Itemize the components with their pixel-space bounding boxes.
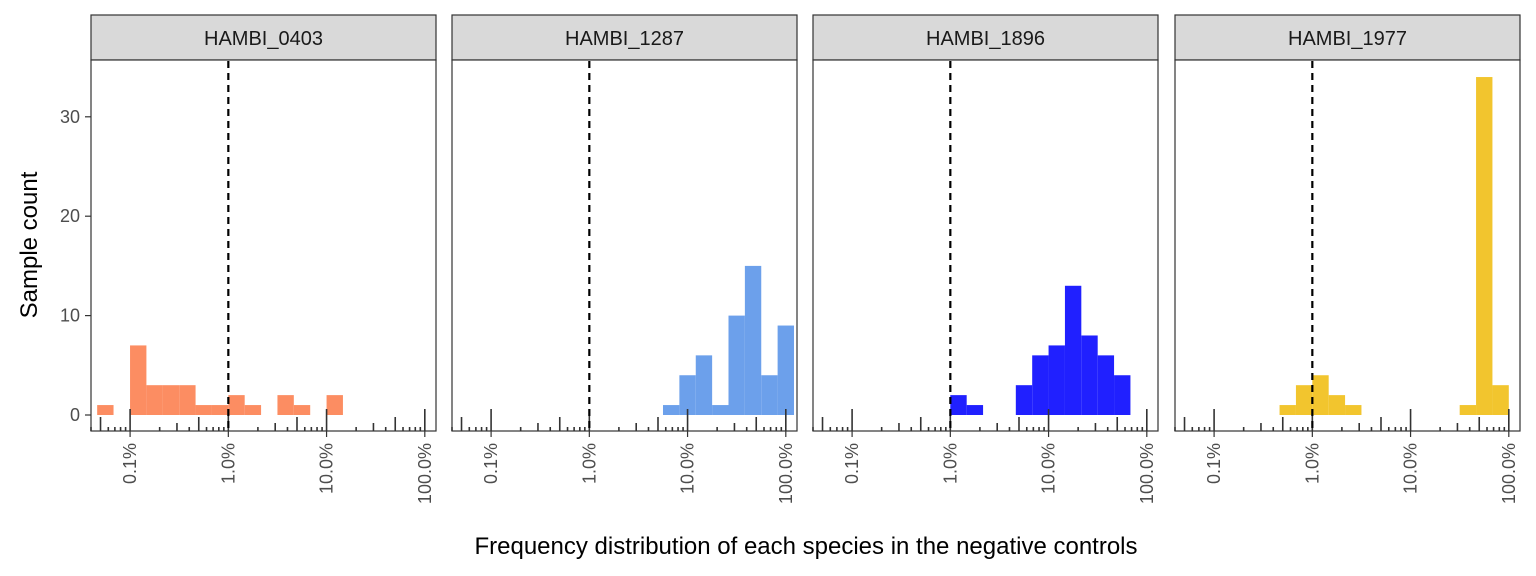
- facet-strip-label: HAMBI_1977: [1288, 28, 1407, 50]
- histogram-bar: [1032, 355, 1049, 415]
- x-tick-label: 1.0%: [218, 443, 238, 484]
- x-tick-label: 100.0%: [776, 443, 796, 504]
- facet-strip-label: HAMBI_1287: [565, 28, 684, 50]
- x-tick-label: 0.1%: [842, 443, 862, 484]
- histogram-bar: [244, 405, 262, 415]
- histogram-bar: [1492, 385, 1509, 415]
- histogram-bar: [97, 405, 114, 415]
- histogram-bar: [1114, 375, 1131, 415]
- histogram-bar: [1081, 335, 1098, 415]
- facet-panel: HAMBI_1287 0.1% 1.0% 10.0% 100.0%: [451, 14, 798, 504]
- panel-border: [90, 59, 437, 432]
- x-tick-label: 1.0%: [1302, 443, 1322, 484]
- histogram-bar: [761, 375, 778, 415]
- histogram-bar: [1279, 405, 1296, 415]
- x-tick-label: 0.1%: [481, 443, 501, 484]
- facet-strip: [451, 14, 798, 61]
- histogram-bar: [1295, 385, 1313, 415]
- panel-border: [1174, 59, 1521, 432]
- y-tick-label: 0: [70, 405, 80, 425]
- histogram-bar: [195, 405, 212, 415]
- histogram-bar: [966, 405, 984, 415]
- x-tick-label: 100.0%: [1137, 443, 1157, 504]
- histogram-bar: [679, 375, 696, 415]
- x-tick-label: 10.0%: [1401, 443, 1421, 494]
- histogram-bar: [1064, 285, 1082, 415]
- x-tick-label: 0.1%: [120, 443, 140, 484]
- histogram-bar: [1097, 355, 1115, 415]
- facet-panels: HAMBI_0403 0.1% 1.0% 10.0% 100.0% HAMBI_1287 0…: [90, 14, 1521, 504]
- facet-panel: HAMBI_1896 0.1% 1.0% 10.0% 100.0%: [812, 14, 1159, 504]
- y-axis: 0 10 20 30: [60, 107, 91, 425]
- histogram-bar: [1312, 375, 1329, 415]
- x-axis-title: Frequency distribution of each species i…: [474, 533, 1137, 560]
- x-tick-label: 0.1%: [1204, 443, 1224, 484]
- facet-panel: HAMBI_1977 0.1% 1.0% 10.0% 100.0%: [1174, 14, 1521, 504]
- x-tick-label: 100.0%: [415, 443, 435, 504]
- histogram-bar: [130, 345, 147, 415]
- x-tick-label: 100.0%: [1499, 443, 1519, 504]
- histogram-bar: [1459, 405, 1477, 415]
- histogram-bar: [1328, 395, 1346, 415]
- facet-strip-label: HAMBI_1896: [926, 28, 1045, 50]
- histogram-bar: [728, 315, 745, 415]
- histogram-bar: [777, 325, 794, 415]
- x-tick-label: 1.0%: [579, 443, 599, 484]
- x-tick-label: 1.0%: [940, 443, 960, 484]
- y-tick-label: 10: [60, 306, 80, 326]
- histogram-bar: [662, 405, 680, 415]
- histogram-bar: [146, 385, 163, 415]
- y-axis-title: Sample count: [16, 171, 43, 318]
- histogram-bar: [326, 395, 343, 415]
- facet-strip: [812, 14, 1159, 61]
- y-tick-label: 30: [60, 107, 80, 127]
- x-tick-label: 10.0%: [1039, 443, 1059, 494]
- y-tick-label: 20: [60, 206, 80, 226]
- histogram-bar: [1476, 77, 1493, 415]
- histogram-bar: [211, 405, 229, 415]
- histogram-bar: [162, 385, 180, 415]
- histogram-bar: [293, 405, 311, 415]
- facet-strip: [90, 14, 437, 61]
- x-tick-label: 10.0%: [678, 443, 698, 494]
- facet-strip-label: HAMBI_0403: [204, 28, 323, 50]
- histogram-bar: [1015, 385, 1033, 415]
- histogram-bar: [712, 405, 729, 415]
- histogram-bar: [950, 395, 967, 415]
- histogram-bar: [744, 265, 762, 415]
- histogram-bar: [179, 385, 196, 415]
- histogram-bar: [1345, 405, 1362, 415]
- histogram-bar: [277, 395, 294, 415]
- x-tick-label: 10.0%: [317, 443, 337, 494]
- histogram-bar: [228, 395, 245, 415]
- facet-panel: HAMBI_0403 0.1% 1.0% 10.0% 100.0%: [90, 14, 437, 504]
- histogram-bar: [695, 355, 713, 415]
- histogram-bar: [1048, 345, 1065, 415]
